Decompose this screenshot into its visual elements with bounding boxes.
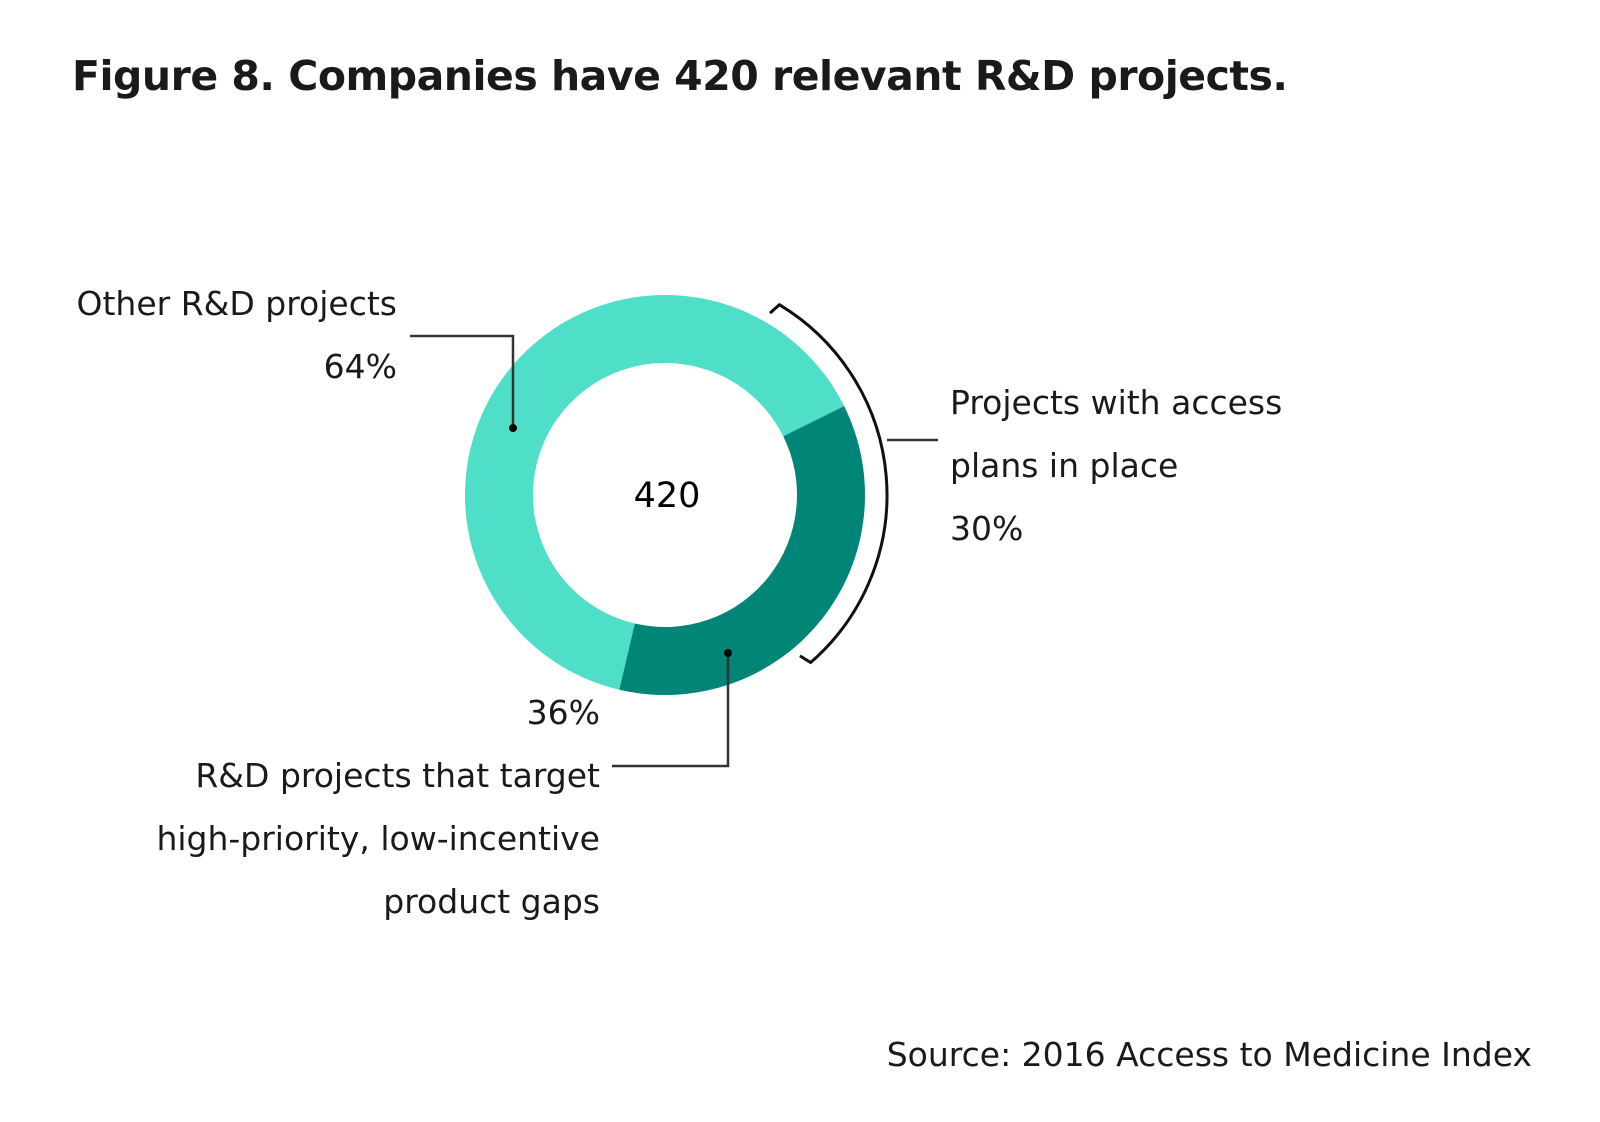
access-plans-bracket bbox=[768, 302, 889, 665]
slice-other-projects bbox=[464, 294, 845, 690]
center-total-label: 420 bbox=[634, 476, 701, 516]
other-leader bbox=[410, 334, 515, 428]
other-label-text: Other R&D projects bbox=[76, 284, 397, 323]
gap-label-line: high-priority, low-incentive bbox=[156, 819, 600, 858]
other-value-label: 64% bbox=[323, 347, 397, 386]
access-value-label: 30% bbox=[950, 509, 1024, 548]
gap-value-label: 36% bbox=[526, 693, 600, 732]
access-label-line: plans in place bbox=[950, 446, 1179, 485]
source-note: Source: 2016 Access to Medicine Index bbox=[886, 1035, 1532, 1074]
gap-leader-dot bbox=[724, 649, 732, 657]
other-label: Other R&D projects 64% bbox=[77, 272, 397, 398]
gap-leader bbox=[612, 653, 730, 768]
slice-priority-gap-projects bbox=[619, 406, 865, 695]
other-leader-dot bbox=[509, 424, 517, 432]
gap-label-line: product gaps bbox=[383, 882, 600, 921]
gap-label-line: R&D projects that target bbox=[195, 756, 600, 795]
gap-label: 36% R&D projects that target high-priori… bbox=[156, 681, 600, 933]
chart-title: Figure 8. Companies have 420 relevant R&… bbox=[72, 52, 1288, 100]
access-label: Projects with access plans in place 30% bbox=[950, 371, 1282, 560]
access-label-line: Projects with access bbox=[950, 383, 1283, 422]
